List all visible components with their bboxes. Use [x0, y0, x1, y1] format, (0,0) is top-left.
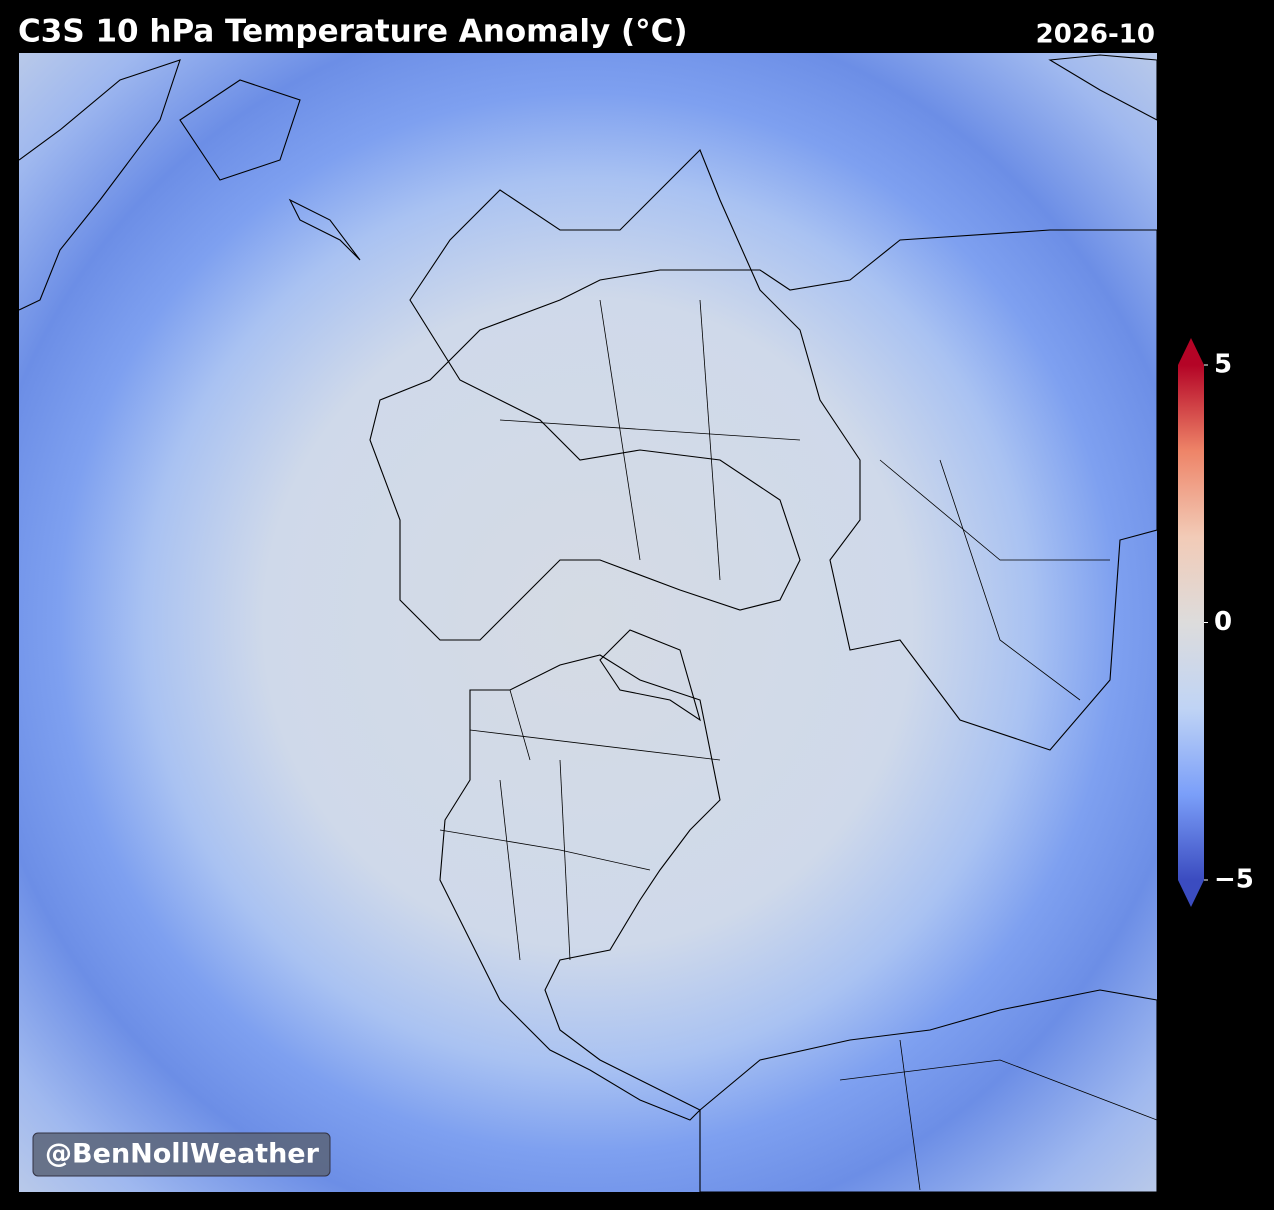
- anomaly-field: [19, 53, 1157, 1192]
- colorbar-extend-min: [1178, 880, 1204, 907]
- coastlines: [19, 54, 1157, 1192]
- date: 2026-10: [1036, 20, 1155, 50]
- title: C3S 10 hPa Temperature Anomaly (°C): [18, 14, 688, 50]
- borders: [439, 299, 1157, 1191]
- colorbar-tick-label: −5: [1214, 865, 1254, 895]
- colorbar-gradient: [1178, 365, 1204, 880]
- map: [19, 53, 1157, 1192]
- credit-box: [32, 1132, 331, 1177]
- colorbar-tick-label: 5: [1214, 350, 1232, 380]
- colorbar-tick-label: 0: [1214, 607, 1232, 637]
- colorbar: 5 0 −5: [1178, 338, 1254, 907]
- credit: @BenNollWeather: [45, 1139, 320, 1170]
- colorbar-extend-max: [1178, 338, 1204, 365]
